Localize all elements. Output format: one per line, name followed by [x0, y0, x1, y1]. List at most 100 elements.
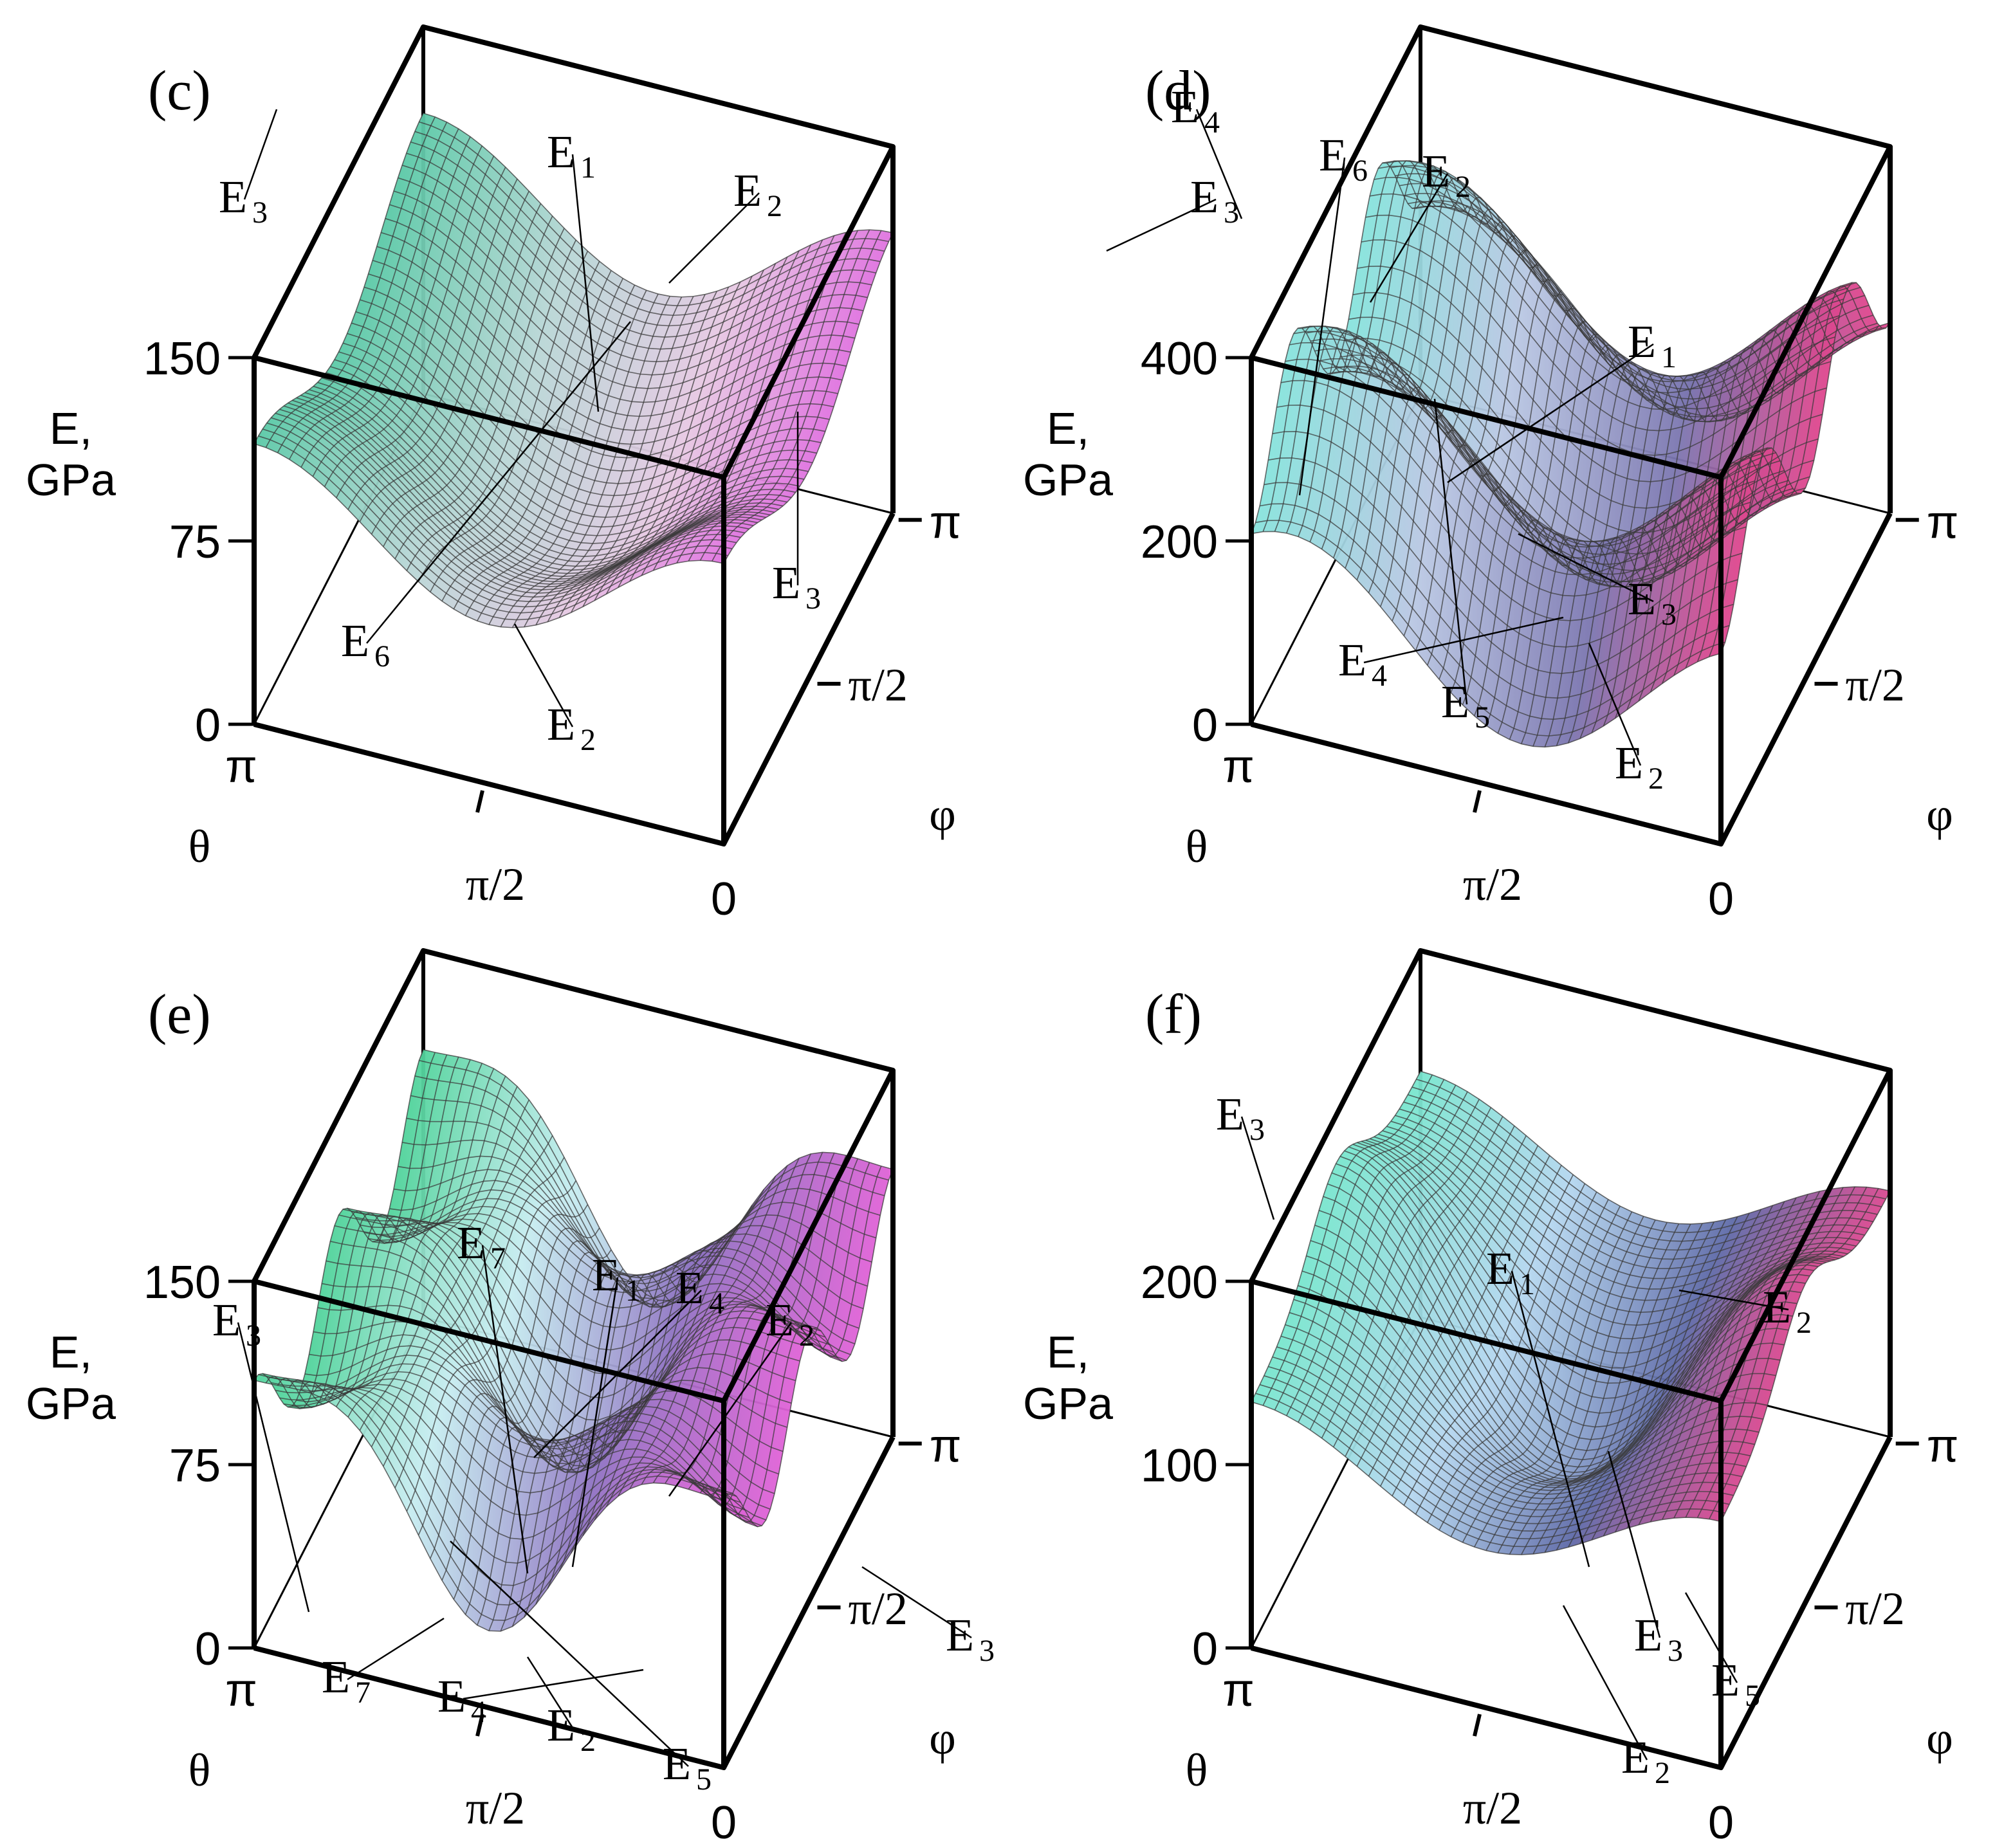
mesh-line-theta — [1615, 1201, 1785, 1533]
z-axis-label: E, — [50, 1327, 92, 1377]
panel-label: (e) — [148, 983, 211, 1046]
mesh-line-theta — [1591, 1209, 1761, 1541]
theta-tick-mark — [475, 790, 484, 813]
mesh-line-theta — [1579, 1212, 1750, 1544]
surface-strip — [326, 1241, 800, 1473]
surface-strip — [389, 1169, 863, 1329]
mesh-line-theta — [1251, 1071, 1421, 1402]
annotation-leader — [1518, 533, 1654, 603]
mesh-line-theta — [277, 1054, 448, 1409]
phi-tick-label: π — [1927, 1420, 1959, 1472]
theta-tick-label: 0 — [711, 874, 737, 924]
surface-strip — [1344, 317, 1819, 554]
theta-tick-label: 0 — [1708, 874, 1734, 924]
mesh-line-theta — [1509, 1223, 1680, 1555]
z-tick-label: 75 — [169, 517, 221, 568]
surface-strip — [1357, 239, 1831, 482]
mesh-line-theta — [1673, 1187, 1844, 1519]
mesh-line-theta — [289, 128, 459, 460]
annotation-leader — [243, 109, 278, 200]
mesh-line-theta — [477, 289, 647, 621]
annotation-leader — [571, 1277, 619, 1568]
mesh-line-theta — [1309, 1099, 1480, 1431]
mesh-line-theta — [1298, 1091, 1468, 1423]
mesh-line-theta — [558, 286, 730, 618]
mesh-line-theta — [511, 297, 683, 628]
surface-mesh — [1251, 1070, 1891, 1555]
mesh-line-theta — [1427, 1191, 1597, 1523]
mesh-line-theta — [477, 1268, 647, 1625]
annotation-leader — [237, 1322, 310, 1613]
mesh-line-theta — [441, 1240, 612, 1581]
mesh-line-theta — [1709, 286, 1879, 657]
panel-label: (d) — [1145, 60, 1211, 122]
theta-axis-label: θ — [1186, 1744, 1208, 1796]
mesh-line-theta — [359, 190, 529, 522]
annotations: E 1 E 2 E 3 E 3 E 5 E 2 — [1216, 1088, 1812, 1790]
mesh-line-theta — [1286, 161, 1457, 534]
mesh-line-theta — [336, 167, 506, 499]
annotations: E 4 E 6 E 2 E 3 E 1 E 3 E 4 E 5 E 2 — [1106, 81, 1677, 796]
surface-strip — [254, 1374, 728, 1631]
annotation-leader — [668, 1322, 793, 1497]
z-tick-label: 75 — [169, 1440, 221, 1492]
annotation-leader — [1240, 1116, 1275, 1220]
mesh-line-theta — [1439, 308, 1609, 680]
mesh-line-theta — [712, 230, 882, 562]
box-front — [1249, 948, 1893, 1770]
phi-axis-label: φ — [929, 789, 956, 840]
surface — [254, 1049, 893, 1631]
mesh-line-theta — [300, 136, 471, 468]
z-tick-label: 0 — [1192, 700, 1218, 751]
mesh-line-theta — [1321, 178, 1492, 549]
mesh-line-theta — [1262, 1074, 1433, 1406]
mesh-line-theta — [359, 1099, 529, 1431]
surface-strip — [410, 1075, 885, 1308]
mesh-line-theta — [1286, 1084, 1457, 1416]
annotation-leader — [1588, 643, 1642, 766]
theta-tick-mark — [1473, 790, 1482, 813]
annotation-leader — [668, 192, 760, 284]
top-edges — [252, 948, 896, 1404]
annotation-leader — [513, 623, 574, 727]
phi-tick-label: π/2 — [1846, 659, 1905, 711]
mesh-line-theta — [406, 1180, 576, 1512]
surface-strip — [343, 1208, 817, 1456]
mesh-line-theta — [1720, 282, 1891, 654]
mesh-line-theta — [418, 1204, 589, 1535]
mesh-line-theta — [699, 229, 870, 561]
mesh-line-theta — [676, 1155, 847, 1496]
mesh-line-theta — [1356, 208, 1527, 580]
z-tick-label: 150 — [143, 1257, 221, 1308]
mesh-line-theta — [312, 1063, 483, 1395]
mesh-line-theta — [688, 1158, 858, 1507]
surface-strip — [296, 1355, 771, 1520]
mesh-line-theta — [1638, 1194, 1808, 1525]
panel-c: (c) 0 75 150 E, GPa π π/2 0 θ π/2 π φ E 1 E 2 E 3 E 3 E 6 E 2 — [0, 0, 997, 924]
mesh-line-theta — [699, 1162, 870, 1516]
mesh-line-theta — [453, 278, 623, 610]
theta-tick-label: π — [1222, 741, 1255, 792]
mesh-line-theta — [1568, 1216, 1738, 1548]
mesh-line-theta — [1392, 1165, 1562, 1497]
mesh-line-theta — [500, 296, 670, 627]
phi-axis-label: φ — [1926, 1712, 1953, 1764]
mesh-line-theta — [1462, 1211, 1633, 1543]
annotation-leader — [1298, 157, 1346, 496]
mesh-line-theta — [712, 1166, 882, 1523]
phi-tick-label: π/2 — [1846, 1583, 1905, 1634]
z-axis-label: GPa — [1023, 1378, 1113, 1429]
